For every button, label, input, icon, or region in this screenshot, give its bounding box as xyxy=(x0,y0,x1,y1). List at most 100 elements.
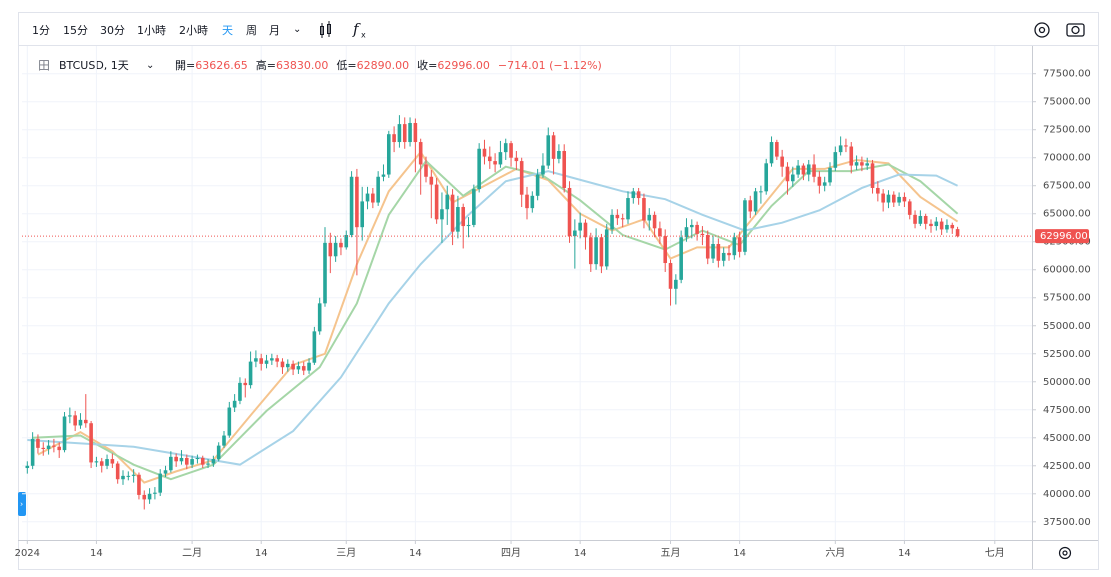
candle-body xyxy=(530,195,535,209)
symbol-dropdown[interactable]: ⌄ xyxy=(146,60,154,71)
interval-button[interactable]: 周 xyxy=(246,24,257,37)
interval-button[interactable]: 15分 xyxy=(63,24,88,37)
candle-body xyxy=(392,134,396,143)
x-tick-label: 六月 xyxy=(825,547,845,559)
candle-body xyxy=(647,214,652,221)
candle-body xyxy=(833,152,838,168)
candle-body xyxy=(881,193,885,203)
snapshot-icon[interactable] xyxy=(1066,23,1085,37)
candle-body xyxy=(360,201,365,228)
candle-body xyxy=(110,459,115,464)
candle-body xyxy=(588,237,593,265)
candle-body xyxy=(801,165,806,175)
candle-body xyxy=(860,162,864,166)
candle-body xyxy=(232,400,237,408)
candle-body xyxy=(466,224,471,227)
candle-body xyxy=(30,438,35,466)
x-tick-label: 14 xyxy=(255,548,268,559)
candle-body xyxy=(567,187,572,237)
axis-settings-icon[interactable] xyxy=(1058,546,1072,560)
candle-body xyxy=(301,366,306,371)
candle-body xyxy=(546,135,551,166)
x-tick-label: 三月 xyxy=(336,547,356,559)
candle-body xyxy=(876,187,880,194)
candle-body xyxy=(296,366,301,370)
settings-icon[interactable] xyxy=(1034,22,1050,38)
candle-body xyxy=(487,156,492,162)
candle-body xyxy=(955,229,960,237)
candle-body xyxy=(386,134,391,175)
candle-body xyxy=(509,143,513,158)
candle-body xyxy=(83,419,88,424)
ohlc-value: 63626.65 xyxy=(195,59,248,72)
candle-body xyxy=(456,207,460,232)
candle-body xyxy=(716,243,721,261)
candle-body xyxy=(769,142,774,164)
candle-body xyxy=(317,303,322,332)
candle-body xyxy=(796,165,800,175)
candle-body xyxy=(259,358,264,364)
candle-body xyxy=(73,415,77,426)
candle-body xyxy=(923,215,928,224)
candle-body xyxy=(105,459,109,466)
candle-body xyxy=(764,163,769,192)
candle-body xyxy=(705,235,710,259)
candle-body xyxy=(307,362,311,371)
candle-body xyxy=(243,382,248,386)
candle-body xyxy=(200,457,205,465)
candle-body xyxy=(46,445,51,449)
candle-body xyxy=(785,166,790,182)
candle-body xyxy=(418,142,423,165)
layout-icon: 田 xyxy=(38,59,50,73)
candle-body xyxy=(450,194,455,232)
candle-body xyxy=(854,162,859,166)
candle-body xyxy=(636,191,641,199)
candle-body xyxy=(371,193,375,203)
candle-body xyxy=(626,198,630,220)
candle-body xyxy=(806,164,811,175)
x-tick-label: 14 xyxy=(574,548,587,559)
y-tick-label: 42500.00 xyxy=(1043,461,1091,472)
candle-body xyxy=(562,150,567,188)
ohlc-field: 低= xyxy=(336,59,356,72)
candle-body xyxy=(472,189,476,225)
candle-body xyxy=(870,163,875,188)
candle-body xyxy=(737,237,742,252)
ohlc-field: 開= xyxy=(175,59,195,72)
candle-body xyxy=(68,415,72,417)
interval-button[interactable]: 2小時 xyxy=(179,24,208,37)
interval-button[interactable]: 1分 xyxy=(32,24,50,37)
x-tick-label: 二月 xyxy=(182,547,202,559)
candle-body xyxy=(934,221,939,227)
indicators-icon[interactable]: f xyxy=(352,20,361,38)
candles-icon[interactable] xyxy=(320,21,331,38)
candle-body xyxy=(280,361,285,368)
candle-body xyxy=(429,176,434,185)
candle-body xyxy=(535,174,540,196)
interval-button[interactable]: 30分 xyxy=(100,24,125,37)
candle-body xyxy=(599,237,604,267)
symbol-label[interactable]: BTCUSD, 1天 xyxy=(59,59,129,72)
candle-body xyxy=(275,358,279,362)
candle-body xyxy=(658,228,662,237)
last-price-label: 62996.00 xyxy=(1040,231,1088,242)
candle-body xyxy=(52,445,56,447)
y-tick-label: 50000.00 xyxy=(1043,377,1091,388)
candle-body xyxy=(939,221,944,230)
candle-body xyxy=(652,214,657,229)
interval-button[interactable]: 1小時 xyxy=(137,24,166,37)
interval-dropdown[interactable]: ⌄ xyxy=(293,24,301,35)
candle-body xyxy=(206,463,210,465)
candle-body xyxy=(78,419,83,426)
side-panel-toggle[interactable] xyxy=(18,492,26,516)
interval-button[interactable]: 天 xyxy=(222,24,233,37)
candle-body xyxy=(557,150,561,159)
interval-button[interactable]: 月 xyxy=(269,24,280,37)
candle-body xyxy=(142,494,147,500)
candle-body xyxy=(270,358,274,361)
candle-body xyxy=(179,457,184,462)
candle-body xyxy=(525,194,529,209)
candle-body xyxy=(604,229,609,267)
y-tick-label: 52500.00 xyxy=(1043,349,1091,360)
